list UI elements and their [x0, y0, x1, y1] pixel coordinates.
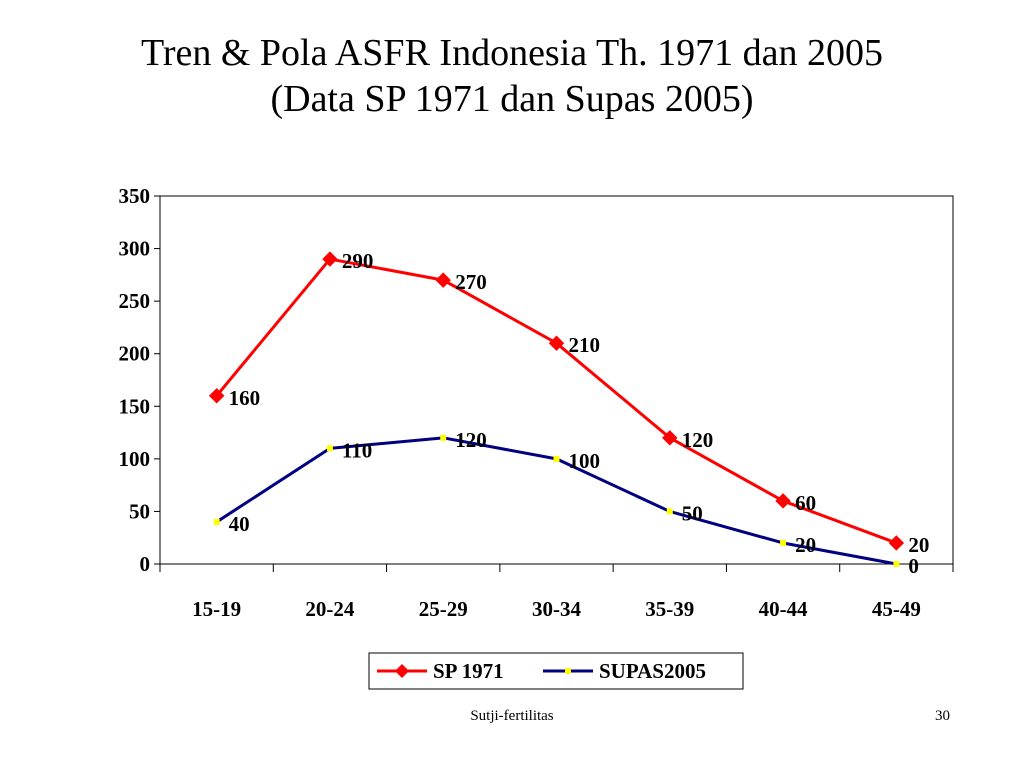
y-tick-label: 350	[119, 184, 151, 208]
data-label-sp-1971: 20	[908, 533, 929, 557]
slide-title: Tren & Pola ASFR Indonesia Th. 1971 dan …	[0, 30, 1024, 122]
data-label-sp-1971: 60	[795, 491, 816, 515]
y-tick-label: 150	[119, 394, 151, 418]
data-label-sp-1971: 160	[229, 386, 261, 410]
data-label-sp-1971: 270	[455, 270, 487, 294]
y-axis: 0 50 100 150 200 250 300 350	[119, 184, 160, 576]
data-label-supas2005: 0	[908, 554, 919, 578]
series-layer	[208, 251, 905, 567]
data-point-supas2005	[440, 434, 447, 441]
x-tick-label: 30-34	[532, 597, 581, 621]
y-tick-label: 100	[119, 447, 151, 471]
data-point-sp-1971	[662, 430, 678, 446]
x-tick-label: 45-49	[872, 597, 921, 621]
data-point-supas2005	[780, 539, 787, 546]
data-point-supas2005	[553, 455, 560, 462]
x-tick-label: 15-19	[192, 597, 241, 621]
data-point-sp-1971	[888, 535, 905, 551]
legend-label-supas2005: SUPAS2005	[599, 659, 706, 683]
data-point-supas2005	[893, 561, 900, 567]
data-label-sp-1971: 120	[682, 428, 714, 452]
x-tick-label: 25-29	[419, 597, 468, 621]
x-axis: 15-19 20-24 25-29 30-34 35-39 40-44 45-49	[159, 564, 954, 621]
data-point-sp-1971	[548, 335, 565, 351]
y-tick-label: 0	[140, 552, 151, 576]
x-tick-label: 20-24	[305, 597, 354, 621]
data-point-sp-1971	[435, 272, 451, 288]
data-point-supas2005	[326, 445, 333, 452]
y-tick-label: 50	[129, 499, 150, 523]
chart-legend: SP 1971 SUPAS2005	[368, 652, 744, 690]
data-label-supas2005: 120	[455, 428, 487, 452]
data-label-supas2005: 110	[342, 438, 372, 462]
data-label-supas2005: 40	[229, 512, 250, 536]
y-tick-label: 250	[119, 289, 151, 313]
data-point-supas2005	[213, 518, 220, 525]
x-tick-label: 35-39	[645, 597, 694, 621]
data-point-sp-1971	[322, 251, 338, 267]
slide-title-line1: Tren & Pola ASFR Indonesia Th. 1971 dan …	[140, 32, 884, 74]
data-label-supas2005: 20	[795, 533, 816, 557]
data-point-sp-1971	[208, 388, 225, 404]
y-tick-label: 300	[119, 237, 151, 261]
plot-area	[159, 195, 954, 565]
data-label-sp-1971: 210	[569, 333, 601, 357]
page-number: 30	[935, 708, 950, 724]
y-tick-label: 200	[119, 342, 151, 366]
data-point-supas2005	[666, 508, 673, 515]
footer-text: Sutji-fertilitas	[470, 708, 554, 724]
slide-title-line2: (Data SP 1971 dan Supas 2005)	[270, 78, 754, 120]
legend-marker-sp-1971	[395, 664, 409, 678]
x-tick-label: 40-44	[759, 597, 808, 621]
data-label-supas2005: 100	[569, 449, 601, 473]
data-point-sp-1971	[775, 493, 791, 509]
legend-marker-supas2005	[565, 668, 571, 674]
data-label-supas2005: 50	[682, 501, 703, 525]
legend-label-sp-1971: SP 1971	[433, 659, 504, 683]
data-label-sp-1971: 290	[342, 249, 374, 273]
